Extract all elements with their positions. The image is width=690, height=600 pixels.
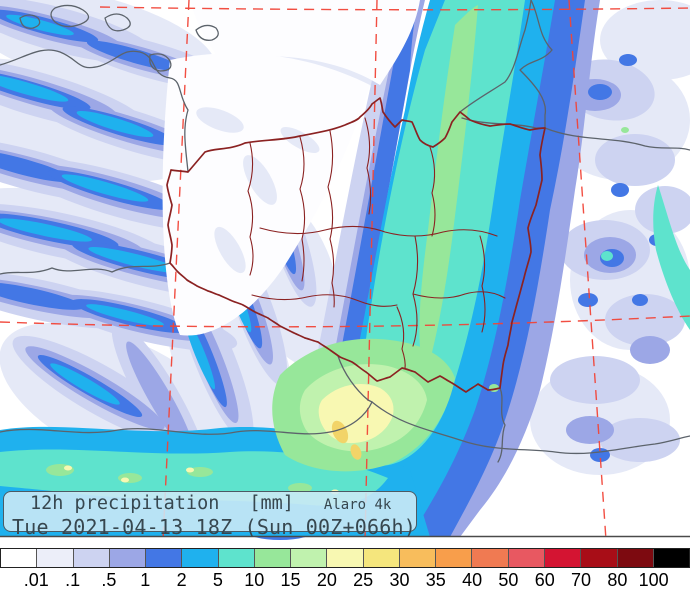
legend-cell	[399, 549, 437, 567]
units-label: [mm]	[249, 493, 294, 514]
ukraine-border	[497, 387, 506, 463]
precip-field	[0, 0, 690, 540]
dry-slot	[162, 0, 420, 336]
legend-cell	[218, 549, 255, 567]
legend-cell	[146, 549, 183, 567]
legend-threshold-label: .1	[65, 570, 81, 590]
legend-cell	[1, 549, 38, 567]
precip-layer-yellow	[331, 420, 362, 460]
legend-cell	[436, 549, 473, 567]
czech-austria-border	[0, 401, 373, 435]
legend-cell	[254, 549, 292, 567]
legend-threshold-label: 30	[389, 570, 410, 590]
czech-slovak-border	[337, 355, 373, 403]
legend-cell	[617, 549, 654, 567]
island	[19, 14, 41, 29]
legend-threshold-label: 1	[140, 570, 151, 590]
legend-threshold-label: 25	[353, 570, 374, 590]
turquoise-right-edge	[653, 185, 690, 330]
legend-threshold-label: .01	[23, 570, 49, 590]
legend-threshold-label: 15	[280, 570, 301, 590]
model-label: Alaro 4k	[323, 497, 392, 513]
slovak-hungary-border	[371, 401, 690, 455]
legend-cell	[653, 549, 690, 567]
legend-threshold-label: 100	[638, 570, 669, 590]
legend-threshold-label: .5	[101, 570, 117, 590]
legend-threshold-label: 50	[498, 570, 519, 590]
band-fringe-blue	[300, 0, 418, 537]
map-title-box: 12h precipitation [mm] Alaro 4k Tue 2021…	[3, 491, 417, 537]
legend-cells	[0, 548, 690, 568]
legend-labels: .01.1.5 1 2 5 10 15 20 25 30 35 40 50 60 70 80 100	[0, 570, 690, 596]
czech-german-border	[0, 262, 171, 275]
coastlines-foreign-borders	[0, 0, 690, 463]
island	[195, 24, 219, 41]
precipitation-map: 12h precipitation [mm] Alaro 4k Tue 2021…	[0, 0, 690, 540]
poland-border	[166, 97, 546, 393]
parallel-south	[0, 315, 690, 328]
legend-threshold-label: 40	[462, 570, 483, 590]
legend-threshold-label: 2	[176, 570, 187, 590]
island	[50, 4, 90, 28]
legend-threshold-label: 35	[425, 570, 446, 590]
legend-cell	[544, 549, 582, 567]
german-baltic-coast	[0, 49, 189, 173]
voivodeship-borders	[247, 117, 506, 370]
legend-threshold-label: 80	[607, 570, 628, 590]
graticule	[0, 0, 690, 540]
lithuania-border	[519, 0, 553, 129]
legend-threshold-label: 20	[316, 570, 337, 590]
legend-cell	[37, 549, 74, 567]
legend-threshold-label: 60	[534, 570, 555, 590]
legend-threshold-label: 10	[244, 570, 265, 590]
product-label: 12h precipitation	[30, 493, 220, 514]
color-scale-legend: .01.1.5 1 2 5 10 15 20 25 30 35 40 50 60 70 80 100	[0, 540, 690, 600]
title-line1: 12h precipitation [mm] Alaro 4k	[30, 493, 410, 514]
legend-cell	[327, 549, 364, 567]
legend-cell	[472, 549, 509, 567]
meridian-west	[162, 0, 190, 540]
legend-cell	[182, 549, 219, 567]
legend-cell	[291, 549, 328, 567]
parallel-north	[99, 6, 690, 11]
legend-cell	[581, 549, 618, 567]
map-canvas	[0, 0, 690, 540]
valid-time-label: Tue 2021-04-13 18Z (Sun 00Z+066h)	[12, 514, 416, 539]
legend-cell	[73, 549, 110, 567]
lithuania-belarus-border	[544, 127, 690, 151]
legend-cell	[109, 549, 147, 567]
legend-cell	[508, 549, 545, 567]
island	[104, 13, 131, 32]
meridian-center	[364, 0, 378, 540]
legend-cell	[363, 549, 400, 567]
island	[149, 53, 172, 72]
legend-threshold-label: 5	[212, 570, 223, 590]
meridian-east	[568, 0, 607, 540]
legend-threshold-label: 70	[571, 570, 592, 590]
kaliningrad-coast	[459, 0, 532, 113]
